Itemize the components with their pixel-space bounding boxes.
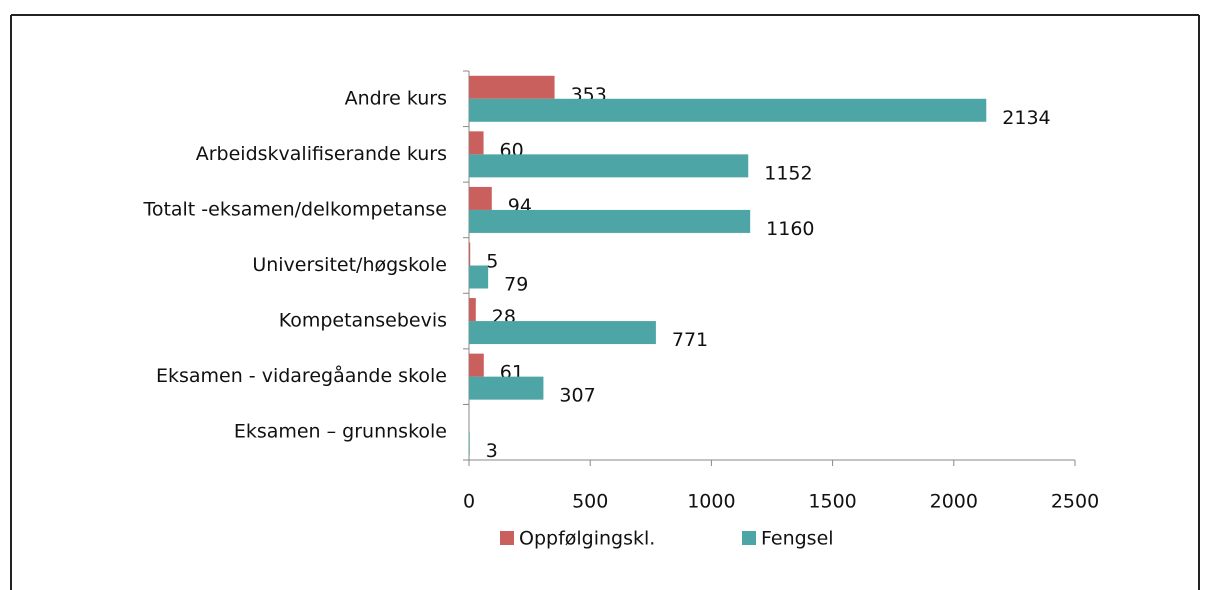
category-label: Andre kurs <box>345 87 447 109</box>
x-tick-label: 0 <box>463 491 475 513</box>
bar <box>469 186 492 210</box>
bar <box>469 265 489 289</box>
category-label: Eksamen - vidaregåande skole <box>156 364 447 387</box>
x-tick-label: 500 <box>572 491 608 513</box>
legend-swatch <box>742 531 756 545</box>
value-label: 79 <box>504 274 528 296</box>
value-label: 1160 <box>766 218 814 240</box>
x-tick-label: 1000 <box>687 491 735 513</box>
bar <box>469 98 987 122</box>
bar <box>469 376 544 400</box>
legend-swatch <box>500 531 514 545</box>
category-label: Kompetansebevis <box>279 310 447 332</box>
value-label: 307 <box>559 385 595 407</box>
category-label: Totalt -eksamen/delkompetanse <box>142 198 447 220</box>
value-label: 2134 <box>1002 107 1050 129</box>
category-label: Eksamen – grunnskole <box>234 421 447 443</box>
legend-label: Oppfølgingskl. <box>519 528 655 550</box>
value-label: 1152 <box>764 162 812 184</box>
bar <box>469 298 476 322</box>
x-tick-label: 1500 <box>808 491 856 513</box>
value-label: 771 <box>672 329 708 351</box>
bar <box>469 75 555 99</box>
bar <box>469 131 484 155</box>
category-label: Universitet/høgskole <box>252 254 447 276</box>
bar <box>469 154 749 178</box>
bar <box>469 242 471 266</box>
bar <box>469 209 751 233</box>
x-tick-label: 2000 <box>930 491 978 513</box>
value-label: 3 <box>486 440 498 462</box>
legend-label: Fengsel <box>761 528 834 550</box>
value-label: 5 <box>486 251 498 273</box>
bar <box>469 321 656 345</box>
x-tick-label: 2500 <box>1051 491 1099 513</box>
category-label: Arbeidskvalifiserande kurs <box>196 143 447 165</box>
bar <box>469 432 470 456</box>
bar <box>469 353 484 377</box>
